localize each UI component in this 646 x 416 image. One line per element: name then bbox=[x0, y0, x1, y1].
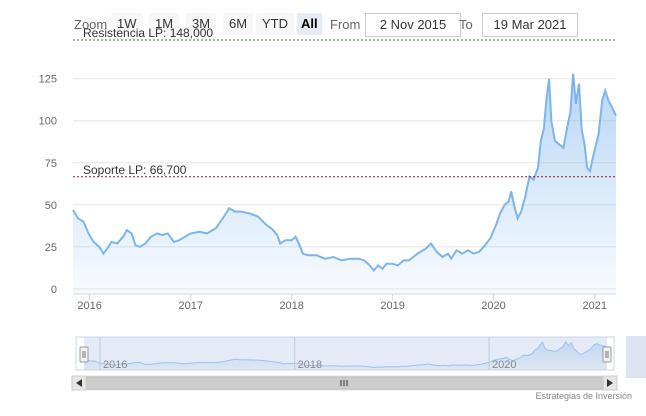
zoom-1m-button[interactable]: 1M bbox=[149, 13, 180, 35]
navigator-mask bbox=[84, 337, 607, 370]
credits[interactable]: Estrategias de Inversión bbox=[535, 391, 632, 401]
x-tick-label: 2016 bbox=[77, 300, 101, 312]
navigator-frame bbox=[75, 336, 615, 371]
navigator-right-handle bbox=[602, 346, 612, 363]
y-tick-label: 25 bbox=[45, 242, 57, 254]
x-tick-label: 2020 bbox=[481, 300, 505, 312]
y-tick-label: 100 bbox=[39, 116, 57, 128]
scrollbar-left-button bbox=[71, 375, 87, 391]
navigator-tick-label: 2018 bbox=[298, 359, 322, 371]
y-tick-label: 0 bbox=[51, 284, 57, 296]
navigator-line bbox=[83, 340, 608, 369]
arrow-left-icon bbox=[76, 379, 82, 387]
zoom-3m-button[interactable]: 3M bbox=[186, 13, 217, 35]
zoom-ytd-button[interactable]: YTD bbox=[256, 13, 294, 35]
to-label: To bbox=[459, 17, 473, 32]
x-tick-label: 2017 bbox=[179, 300, 203, 312]
scrollbar-thumb bbox=[85, 376, 604, 390]
support-label: Soporte LP: 66,700 bbox=[83, 163, 187, 177]
navigator-tick-label: 2016 bbox=[103, 359, 127, 371]
scrollbar-track bbox=[71, 375, 618, 391]
navigator-tick-label: 2020 bbox=[492, 359, 516, 371]
series-line bbox=[72, 73, 617, 273]
zoom-all-button[interactable]: All bbox=[297, 13, 322, 35]
zoom-label: Zoom bbox=[74, 17, 108, 32]
y-tick-label: 125 bbox=[39, 74, 57, 86]
zoom-1w-button[interactable]: 1W bbox=[111, 13, 143, 35]
y-tick-label: 75 bbox=[45, 158, 57, 170]
from-label: From bbox=[330, 17, 361, 32]
x-tick-label: 2021 bbox=[582, 300, 606, 312]
to-date-input[interactable] bbox=[482, 13, 578, 37]
from-date-input[interactable] bbox=[365, 13, 461, 37]
x-tick-label: 2018 bbox=[279, 300, 303, 312]
arrow-right-icon bbox=[607, 379, 613, 387]
navigator-area bbox=[84, 341, 607, 370]
scrollbar-right-button bbox=[602, 375, 618, 391]
y-tick-label: 50 bbox=[45, 200, 57, 212]
navigator-left-handle bbox=[79, 346, 89, 363]
side-panel bbox=[626, 336, 646, 378]
series-area bbox=[73, 73, 616, 294]
zoom-6m-button[interactable]: 6M bbox=[223, 13, 254, 35]
x-tick-label: 2019 bbox=[380, 300, 404, 312]
